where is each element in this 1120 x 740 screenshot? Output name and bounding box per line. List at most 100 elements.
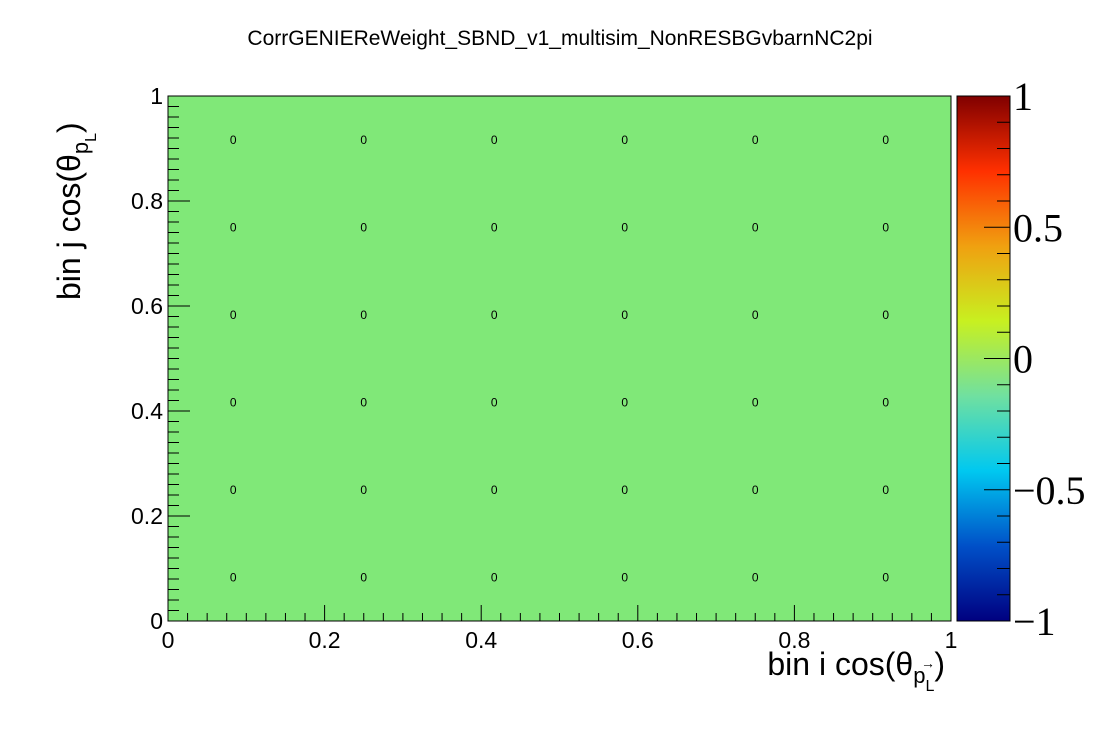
palette-tick-label: 0 <box>1013 337 1033 382</box>
heatmap-cell-label: 0 <box>621 483 628 497</box>
heatmap-cell <box>168 358 299 447</box>
y-tick-label: 0.2 <box>131 503 163 529</box>
y-axis-label-sub: p <box>68 142 93 154</box>
heatmap-cell <box>429 96 560 184</box>
heatmap-cell <box>429 446 560 534</box>
y-tick-label: 0.4 <box>131 398 163 424</box>
heatmap-cell <box>298 183 430 272</box>
heatmap-cell-label: 0 <box>360 133 367 147</box>
heatmap-cell-label: 0 <box>491 570 498 584</box>
heatmap-cell <box>429 533 560 622</box>
heatmap-cell <box>559 533 691 622</box>
x-axis-vector-arrow: → <box>921 655 935 671</box>
heatmap-cell-label: 0 <box>491 308 498 322</box>
y-tick-label: 0.8 <box>131 188 163 214</box>
x-axis-label-sub: p <box>913 663 925 688</box>
heatmap-cell-label: 0 <box>752 308 759 322</box>
x-tick-label: 0.2 <box>309 627 341 653</box>
heatmap-cell-label: 0 <box>882 133 889 147</box>
heatmap-cell-label: 0 <box>360 570 367 584</box>
heatmap-cell-label: 0 <box>360 395 367 409</box>
heatmap-cell-label: 0 <box>230 570 237 584</box>
palette-tick-label: −0.5 <box>1013 468 1086 513</box>
heatmap-cell <box>690 446 821 534</box>
heatmap-cell-label: 0 <box>230 220 237 234</box>
heatmap-cell <box>168 446 299 534</box>
heatmap-cell-labels: 0 0 0 0 0 0 0 0 0 0 0 0 0 0 0 0 0 0 0 0 0 0 0 0 0 0 0 0 0 0 0 0 0 0 0 0 <box>230 133 890 585</box>
chart-title: CorrGENIEReWeight_SBND_v1_multisim_NonRE… <box>247 27 872 50</box>
heatmap-cell-label: 0 <box>230 395 237 409</box>
x-axis-label: bin i cos(θpL) → <box>767 646 945 695</box>
heatmap-cell-label: 0 <box>882 483 889 497</box>
heatmap-cell <box>298 358 430 447</box>
x-tick-label: 0.4 <box>465 627 497 653</box>
heatmap-cell-label: 0 <box>491 483 498 497</box>
heatmap-cell-label: 0 <box>491 220 498 234</box>
heatmap-cell-label: 0 <box>230 133 237 147</box>
x-axis-label-subsub: L <box>925 678 934 695</box>
heatmap-cell <box>559 183 691 272</box>
palette-tick-label: 0.5 <box>1013 205 1063 250</box>
heatmap-cell <box>168 96 299 184</box>
y-axis-label-main: bin j cos(θ <box>51 154 87 300</box>
heatmap-cell-label: 0 <box>882 570 889 584</box>
heatmap-cell-label: 0 <box>621 220 628 234</box>
heatmap-cell <box>690 271 821 359</box>
y-axis-ticks: 0 0.2 0.4 0.6 0.8 1 <box>131 83 190 634</box>
heatmap-cell <box>820 183 952 272</box>
y-axis-label-subsub: L <box>83 133 100 142</box>
heatmap-cell-label: 0 <box>491 395 498 409</box>
heatmap-cell-label: 0 <box>621 308 628 322</box>
y-axis-label: bin j cos(θpL) <box>51 122 100 300</box>
x-axis-label-close: ) <box>934 646 945 682</box>
heatmap-cell-label: 0 <box>230 308 237 322</box>
x-tick-label: 0.6 <box>622 627 654 653</box>
heatmap-cells <box>168 96 952 622</box>
heatmap-cell-label: 0 <box>752 220 759 234</box>
heatmap-cell <box>298 446 430 534</box>
heatmap-cell <box>820 271 952 359</box>
heatmap-cell <box>298 533 430 622</box>
heatmap-cell <box>559 358 691 447</box>
heatmap-cell <box>429 183 560 272</box>
y-tick-label: 0 <box>150 608 163 634</box>
y-axis-label-close: ) <box>51 122 87 133</box>
heatmap-cell-label: 0 <box>882 308 889 322</box>
heatmap-cell-label: 0 <box>752 570 759 584</box>
heatmap-cell <box>559 96 691 184</box>
heatmap-cell-label: 0 <box>752 395 759 409</box>
heatmap-cell <box>429 271 560 359</box>
heatmap-cell-label: 0 <box>360 483 367 497</box>
heatmap-cell <box>559 271 691 359</box>
heatmap-cell <box>820 358 952 447</box>
heatmap-cell <box>690 358 821 447</box>
color-palette-bar <box>956 95 1011 622</box>
heatmap-cell <box>690 183 821 272</box>
palette-tick-label: 1 <box>1013 74 1033 119</box>
x-tick-label: 1 <box>945 627 958 653</box>
heatmap-cell <box>690 96 821 184</box>
x-axis-ticks: 0 0.2 0.4 0.6 0.8 1 <box>162 605 958 653</box>
heatmap-cell-label: 0 <box>621 133 628 147</box>
heatmap-cell-label: 0 <box>882 395 889 409</box>
x-axis-label-main: bin i cos(θ <box>767 646 913 682</box>
svg-text:bin i cos(θpL): bin i cos(θpL) <box>767 646 945 695</box>
heatmap-cell <box>168 183 299 272</box>
heatmap-cell-label: 0 <box>360 220 367 234</box>
heatmap-cell <box>298 271 430 359</box>
heatmap-cell <box>559 446 691 534</box>
heatmap-cell <box>429 358 560 447</box>
color-palette-ticks: 1 0.5 0 −0.5 −1 <box>984 74 1086 644</box>
y-tick-label: 1 <box>150 83 163 109</box>
y-tick-label: 0.6 <box>131 293 163 319</box>
heatmap-cell-label: 0 <box>491 133 498 147</box>
heatmap-cell-label: 0 <box>230 483 237 497</box>
heatmap-cell-label: 0 <box>360 308 367 322</box>
heatmap-cell-label: 0 <box>752 133 759 147</box>
x-tick-label: 0 <box>162 627 175 653</box>
color-palette: 1 0.5 0 −0.5 −1 <box>956 74 1086 644</box>
heatmap-cell <box>820 96 952 184</box>
palette-tick-label: −1 <box>1013 599 1056 644</box>
heatmap-cell <box>690 533 821 622</box>
